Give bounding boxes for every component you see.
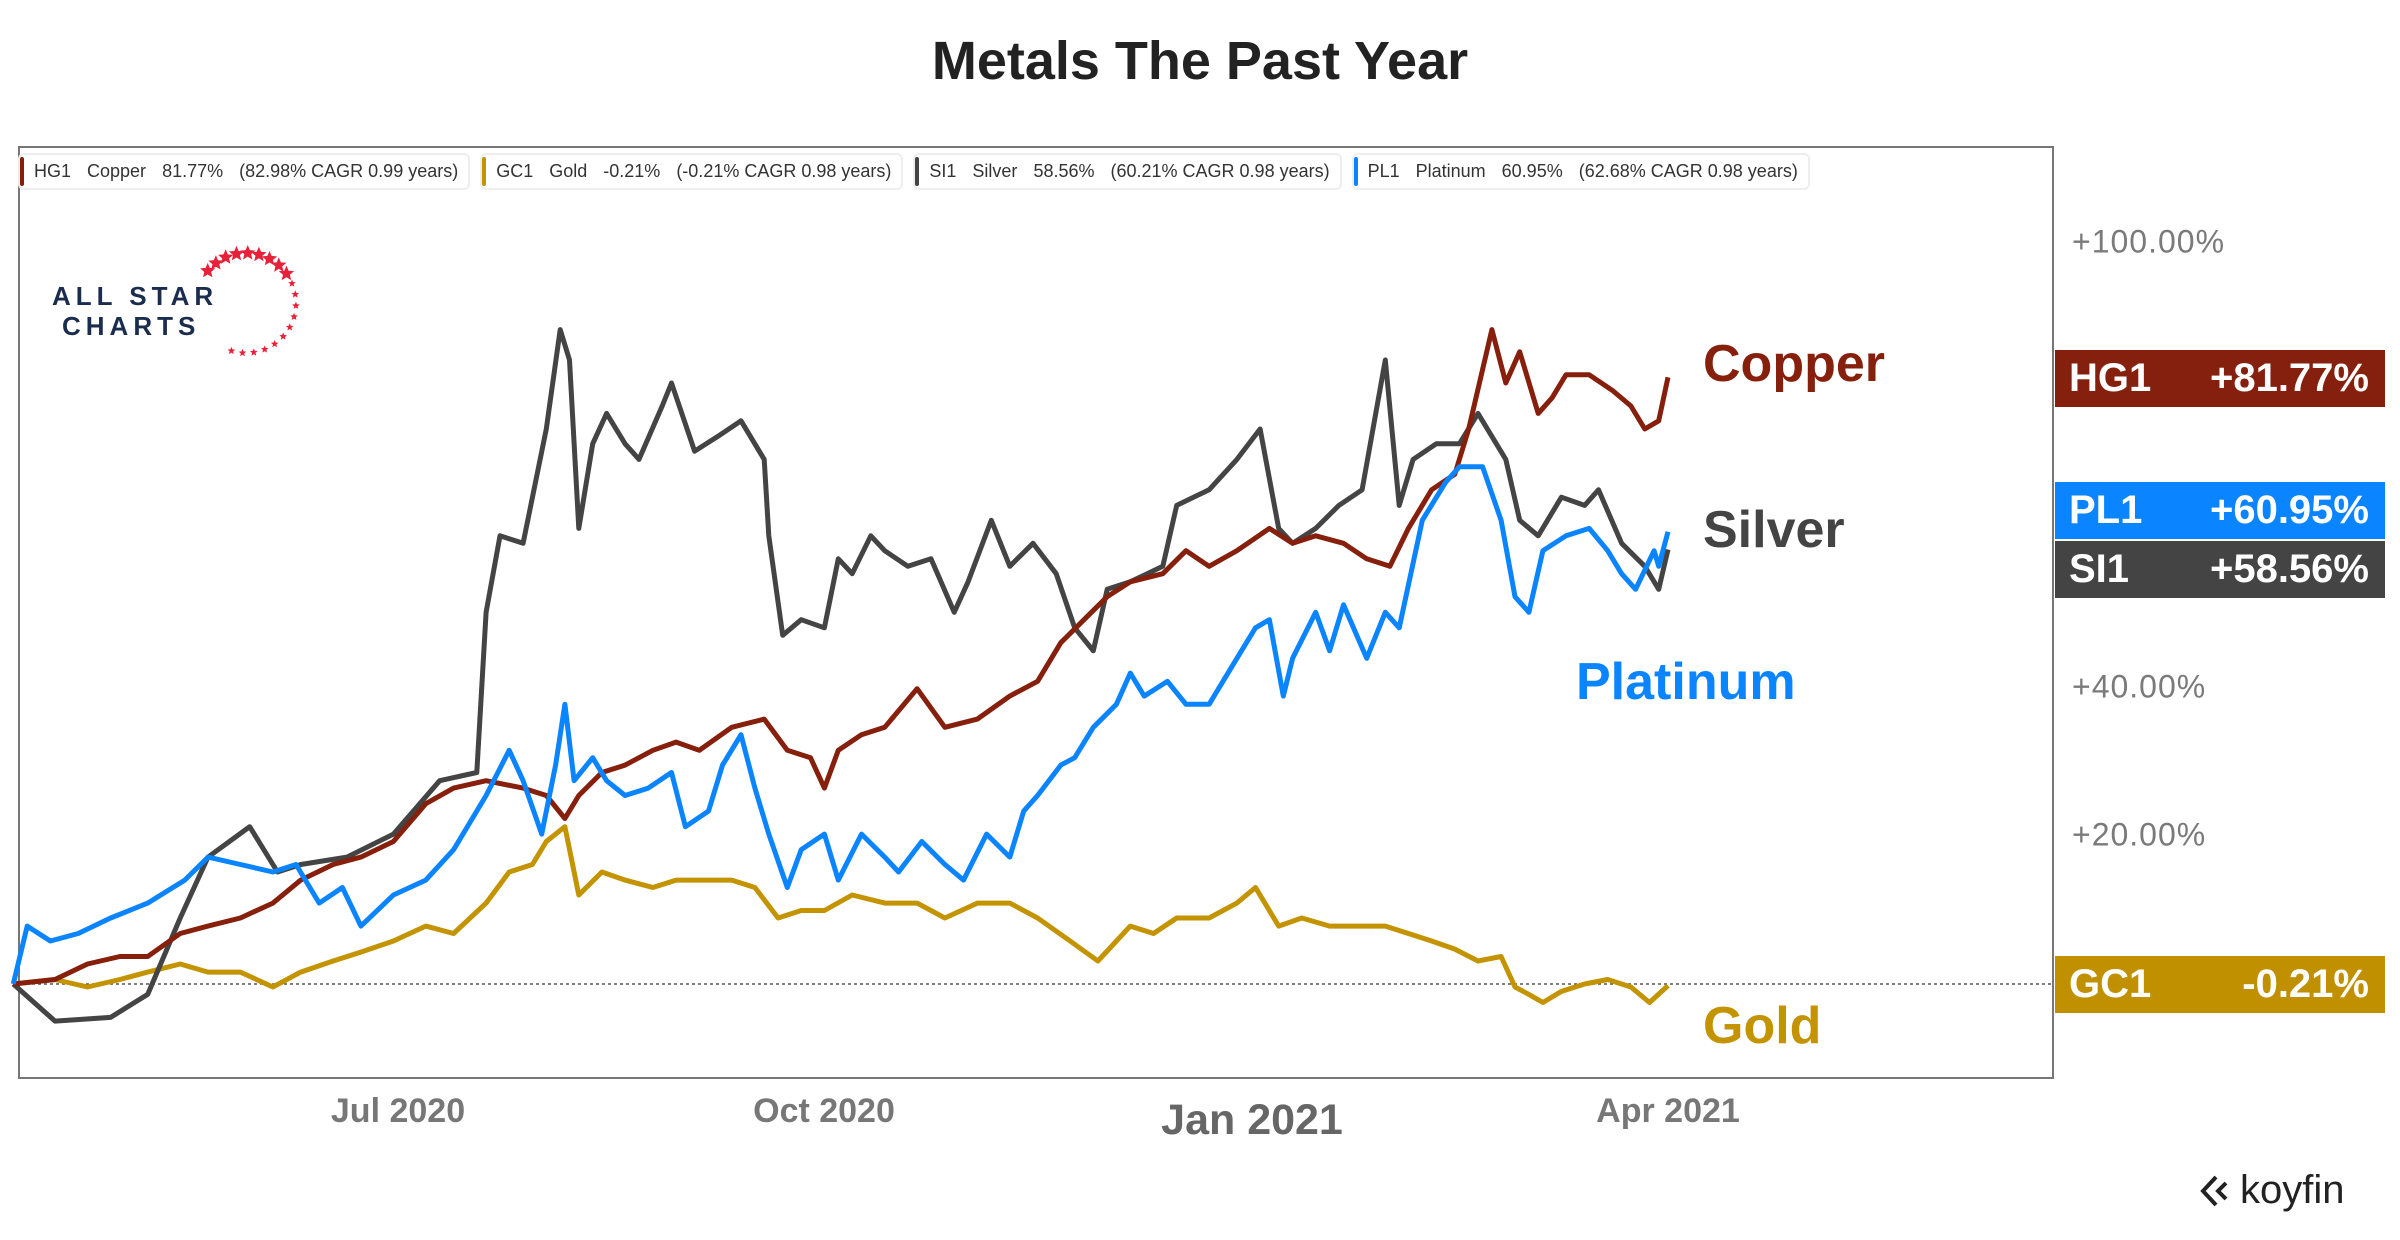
series-label-platinum: Platinum xyxy=(1576,653,1796,711)
legend-chip-platinum[interactable]: PL1 Platinum 60.95% (62.68% CAGR 0.98 ye… xyxy=(1351,153,1810,190)
legend-return: 60.95% xyxy=(1501,161,1563,181)
logo-line2: CHARTS xyxy=(62,311,201,341)
y-tick-label: +40.00% xyxy=(2072,668,2207,705)
star-icon xyxy=(218,249,234,264)
star-icon xyxy=(288,279,296,287)
legend-chip-silver[interactable]: SI1 Silver 58.56% (60.21% CAGR 0.98 year… xyxy=(913,153,1342,190)
tag-ticker: PL1 xyxy=(2069,488,2143,532)
koyfin-logo: koyfin xyxy=(2200,1168,2345,1213)
series-lines xyxy=(10,327,1671,1024)
koyfin-chevron-icon xyxy=(2200,1175,2228,1206)
logo-line1: ALL STAR xyxy=(52,281,219,311)
star-icon xyxy=(200,262,216,278)
value-tag-gold: GC1 -0.21% xyxy=(2055,956,2385,1013)
legend-ticker: HG1 xyxy=(34,161,72,181)
tag-value: +60.95% xyxy=(2209,488,2369,532)
star-icon xyxy=(240,245,256,260)
series-label-silver: Silver xyxy=(1703,501,1845,559)
tag-value: -0.21% xyxy=(2242,962,2369,1006)
legend-name: Platinum xyxy=(1415,161,1486,181)
all-star-charts-logo: ALL STAR CHARTS xyxy=(46,245,306,365)
star-icon xyxy=(290,312,298,320)
series-label-copper: Copper xyxy=(1703,335,1885,393)
legend-ticker: GC1 xyxy=(496,161,534,181)
star-icon xyxy=(292,301,300,309)
tag-value: +81.77% xyxy=(2209,356,2369,400)
legend-ticker: PL1 xyxy=(1367,161,1400,181)
star-icon xyxy=(261,250,278,266)
chart-title: Metals The Past Year xyxy=(931,31,1469,91)
plot-frame xyxy=(18,146,2053,1079)
x-tick-label: Jan 2021 xyxy=(1161,1096,1343,1144)
legend: HG1 Copper 81.77% (82.98% CAGR 0.99 year… xyxy=(18,153,1810,190)
legend-return: 81.77% xyxy=(162,161,224,181)
legend-ticker: SI1 xyxy=(929,161,957,181)
star-ring-icon xyxy=(200,245,300,357)
star-icon xyxy=(271,257,287,272)
star-icon xyxy=(260,345,269,353)
star-icon xyxy=(208,255,224,270)
legend-color-bar xyxy=(482,157,487,186)
series-line-silver xyxy=(11,327,1671,1024)
value-tag-platinum: PL1 +60.95% xyxy=(2055,482,2385,539)
legend-color-bar xyxy=(20,157,24,186)
y-tick-label: +20.00% xyxy=(2072,816,2207,853)
series-line-gold xyxy=(13,824,1670,1005)
legend-cagr: (62.68% CAGR 0.98 years) xyxy=(1578,161,1798,181)
star-icon xyxy=(251,246,267,262)
legend-chip-copper[interactable]: HG1 Copper 81.77% (82.98% CAGR 0.99 year… xyxy=(18,153,471,190)
tag-ticker: GC1 xyxy=(2069,962,2152,1006)
tag-ticker: SI1 xyxy=(2069,547,2130,591)
star-icon xyxy=(285,323,294,331)
star-icon xyxy=(278,265,295,281)
legend-chip-gold[interactable]: GC1 Gold -0.21% (-0.21% CAGR 0.98 years) xyxy=(480,153,904,190)
value-tag-silver: SI1 +58.56% xyxy=(2055,541,2385,598)
legend-return: -0.21% xyxy=(603,161,661,181)
tag-value: +58.56% xyxy=(2209,547,2369,591)
tag-ticker: HG1 xyxy=(2069,356,2152,400)
series-line-platinum xyxy=(10,464,1671,985)
star-icon xyxy=(228,245,245,261)
x-tick-label: Apr 2021 xyxy=(1596,1092,1740,1130)
legend-cagr: (82.98% CAGR 0.99 years) xyxy=(239,161,459,181)
legend-return: 58.56% xyxy=(1033,161,1095,181)
legend-cagr: (60.21% CAGR 0.98 years) xyxy=(1110,161,1330,181)
star-icon xyxy=(227,346,236,355)
legend-name: Silver xyxy=(972,161,1018,181)
legend-color-bar xyxy=(915,157,920,186)
value-tag-copper: HG1 +81.77% xyxy=(2055,350,2385,407)
star-icon xyxy=(270,340,279,348)
y-tick-label: +100.00% xyxy=(2072,223,2226,260)
legend-name: Gold xyxy=(549,161,588,181)
x-tick-label: Oct 2020 xyxy=(753,1092,895,1130)
star-icon xyxy=(291,290,299,298)
star-icon xyxy=(279,332,287,340)
legend-cagr: (-0.21% CAGR 0.98 years) xyxy=(676,161,892,181)
series-line-copper xyxy=(13,327,1671,987)
star-icon xyxy=(250,348,258,356)
brand-name: koyfin xyxy=(2240,1168,2345,1212)
legend-name: Copper xyxy=(87,161,147,181)
series-label-gold: Gold xyxy=(1703,997,1822,1055)
legend-color-bar xyxy=(1353,157,1358,186)
x-tick-label: Jul 2020 xyxy=(330,1092,466,1130)
star-icon xyxy=(238,348,247,357)
